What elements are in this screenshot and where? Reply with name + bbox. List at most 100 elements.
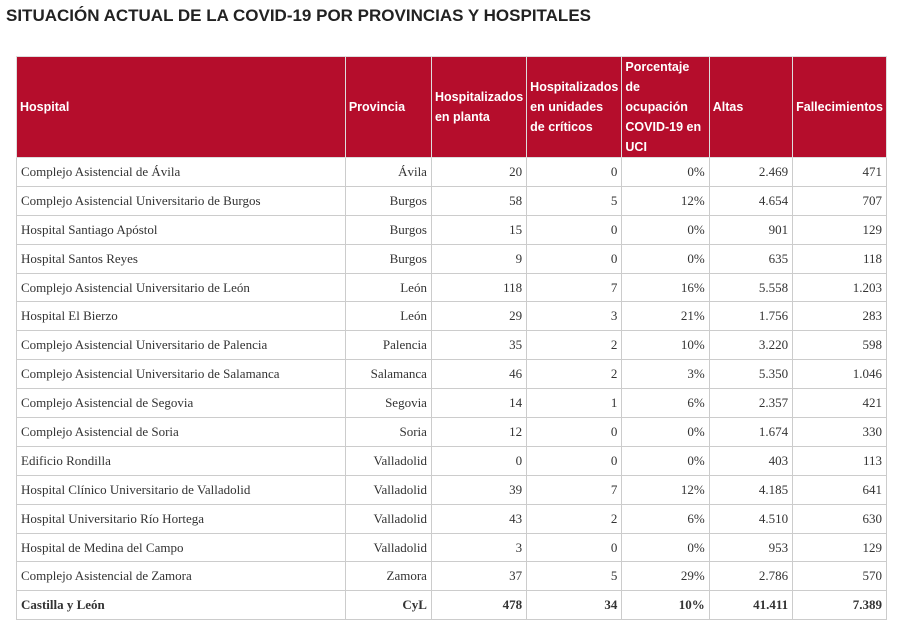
value-cell: CyL	[344, 590, 432, 620]
value-cell: 29	[430, 301, 528, 332]
value-cell: 0%	[621, 214, 710, 245]
hospital-cell: Hospital Clínico Universitario de Vallad…	[16, 474, 346, 505]
value-cell: 478	[430, 590, 528, 620]
value-cell: 9	[430, 243, 528, 274]
value-cell: 1	[526, 388, 623, 419]
value-cell: Valladolid	[344, 532, 432, 563]
value-cell: Salamanca	[344, 359, 432, 390]
value-cell: 129	[792, 532, 887, 563]
value-cell: 0	[430, 445, 528, 476]
table-row: Complejo Asistencial de Ávila Ávila 20 0 0% 2…	[16, 157, 887, 187]
value-cell: 2	[526, 359, 623, 390]
value-cell: 598	[792, 330, 887, 361]
value-cell: 3.220	[708, 330, 794, 361]
value-cell: 0	[526, 417, 623, 447]
value-cell: Burgos	[344, 243, 432, 274]
value-cell: 2.469	[708, 157, 794, 187]
table-row: Complejo Asistencial de Soria Soria 12 0 0% 1…	[16, 417, 887, 447]
value-cell: 7.389	[792, 590, 887, 620]
value-cell: 6%	[621, 503, 710, 534]
value-cell: 0%	[621, 445, 710, 476]
value-cell: 5.350	[708, 359, 794, 390]
value-cell: 635	[708, 243, 794, 274]
value-cell: 2	[526, 503, 623, 534]
value-cell: 953	[708, 532, 794, 563]
hospital-cell: Complejo Asistencial de Zamora	[16, 561, 346, 592]
value-cell: 0	[526, 532, 623, 563]
hospital-cell: Hospital Universitario Río Hortega	[16, 503, 346, 534]
header-cell: Hospitalizados en planta	[430, 56, 528, 158]
value-cell: 1.046	[792, 359, 887, 390]
value-cell: 118	[792, 243, 887, 274]
value-cell: 58	[430, 185, 528, 216]
value-cell: 12%	[621, 474, 710, 505]
hospital-cell: Castilla y León	[16, 590, 346, 620]
value-cell: 421	[792, 388, 887, 419]
value-cell: 570	[792, 561, 887, 592]
value-cell: 7	[526, 272, 623, 303]
hospital-cell: Hospital Santos Reyes	[16, 243, 346, 274]
hospital-cell: Hospital Santiago Apóstol	[16, 214, 346, 245]
value-cell: 4.654	[708, 185, 794, 216]
value-cell: 330	[792, 417, 887, 447]
value-cell: 118	[430, 272, 528, 303]
table-row: Complejo Asistencial de Segovia Segovia 1 4…	[16, 388, 887, 419]
value-cell: 0	[526, 214, 623, 245]
value-cell: 46	[430, 359, 528, 390]
value-cell: 43	[430, 503, 528, 534]
value-cell: 34	[526, 590, 623, 620]
value-cell: Valladolid	[344, 503, 432, 534]
value-cell: 2	[526, 330, 623, 361]
value-cell: 37	[430, 561, 528, 592]
value-cell: 29%	[621, 561, 710, 592]
value-cell: Zamora	[344, 561, 432, 592]
value-cell: 3	[526, 301, 623, 332]
value-cell: 2.786	[708, 561, 794, 592]
value-cell: 2.357	[708, 388, 794, 419]
value-cell: 7	[526, 474, 623, 505]
value-cell: 4.510	[708, 503, 794, 534]
value-cell: 901	[708, 214, 794, 245]
value-cell: Soria	[344, 417, 432, 447]
value-cell: Valladolid	[344, 445, 432, 476]
value-cell: 1.756	[708, 301, 794, 332]
header-cell: Hospital	[16, 56, 346, 158]
value-cell: 21%	[621, 301, 710, 332]
value-cell: 10%	[621, 590, 710, 620]
hospital-cell: Complejo Asistencial Universitario de Le…	[16, 272, 346, 303]
value-cell: 1.203	[792, 272, 887, 303]
value-cell: 3%	[621, 359, 710, 390]
value-cell: 4.185	[708, 474, 794, 505]
table-row: Complejo Asistencial Universitario de Le…	[16, 272, 887, 303]
value-cell: Ávila	[344, 157, 432, 187]
value-cell: 0%	[621, 417, 710, 447]
header-cell: Altas	[708, 56, 794, 158]
value-cell: 630	[792, 503, 887, 534]
value-cell: 113	[792, 445, 887, 476]
value-cell: 0%	[621, 157, 710, 187]
hospital-cell: Hospital de Medina del Campo	[16, 532, 346, 563]
value-cell: 403	[708, 445, 794, 476]
value-cell: 707	[792, 185, 887, 216]
value-cell: 0	[526, 445, 623, 476]
table-row: Hospital Clínico Universitario de Vallad…	[16, 474, 887, 505]
hospital-cell: Complejo Asistencial Universitario de Sa…	[16, 359, 346, 390]
table-row: Complejo Asistencial Universitario de Pa…	[16, 330, 887, 361]
value-cell: 16%	[621, 272, 710, 303]
value-cell: Burgos	[344, 214, 432, 245]
value-cell: 641	[792, 474, 887, 505]
hospital-cell: Hospital El Bierzo	[16, 301, 346, 332]
table-row: Hospital de Medina del Campo Valladolid 3 0…	[16, 532, 887, 563]
total-row: Castilla y León CyL 478 34 10% 41.411 7.389	[16, 590, 887, 620]
hospital-table: Hospital Provincia Hospitalizados en plant…	[16, 56, 887, 620]
value-cell: Segovia	[344, 388, 432, 419]
hospital-cell: Complejo Asistencial de Segovia	[16, 388, 346, 419]
value-cell: 0	[526, 157, 623, 187]
value-cell: León	[344, 272, 432, 303]
value-cell: 3	[430, 532, 528, 563]
header-row: Hospital Provincia Hospitalizados en plant…	[16, 56, 887, 158]
table-body: Complejo Asistencial de Ávila Ávila 20 0 0% 2…	[16, 157, 887, 620]
hospital-cell: Complejo Asistencial de Ávila	[16, 157, 346, 187]
